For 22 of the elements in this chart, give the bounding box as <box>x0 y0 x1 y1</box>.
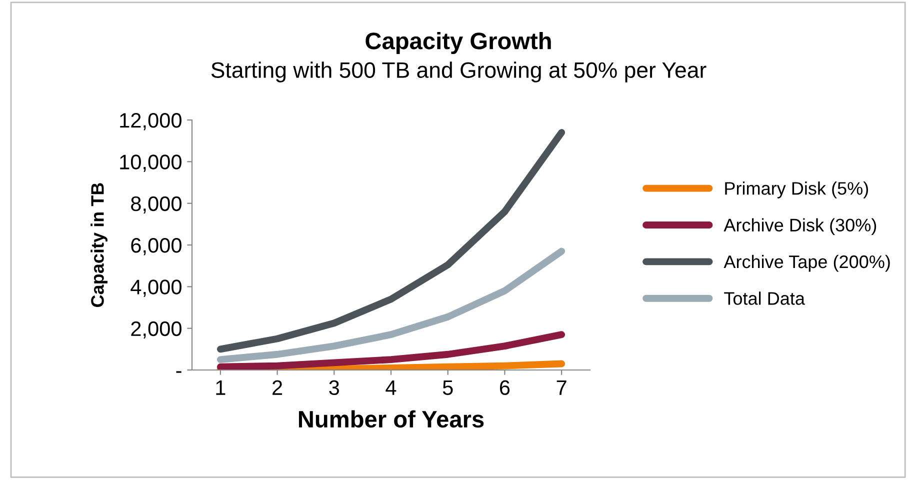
x-tick-label: 1 <box>216 380 226 395</box>
y-tick-label: - <box>176 371 182 373</box>
x-tick-label: 4 <box>386 380 396 395</box>
x-tick-label: 5 <box>442 380 453 396</box>
x-tick-label: 3 <box>329 380 340 396</box>
y-tick-label: 10,000 <box>120 154 182 172</box>
y-tick-label: 4,000 <box>130 280 182 297</box>
legend-label: Archive Tape (200%) <box>724 254 890 272</box>
legend-label: Primary Disk (5%) <box>725 182 868 198</box>
y-tick-label: 6,000 <box>131 238 182 256</box>
x-tick-label: 6 <box>500 380 510 396</box>
y-tick-label: 2,000 <box>131 321 182 339</box>
y-axis-title: Capacity in TB <box>90 183 108 307</box>
legend-label: Archive Disk (30%) <box>724 218 876 236</box>
chart-subtitle: Starting with 500 TB and Growing at 50% per Year <box>211 62 706 82</box>
x-axis-title: Number of Years <box>298 410 484 428</box>
legend-label: Total Data <box>724 292 805 305</box>
x-tick-label: 2 <box>272 380 282 395</box>
x-tick-label: 7 <box>556 380 566 395</box>
y-tick-label: 12,000 <box>120 113 182 130</box>
chart-title: Capacity Growth <box>366 32 551 54</box>
y-tick-label: 8,000 <box>131 196 182 214</box>
